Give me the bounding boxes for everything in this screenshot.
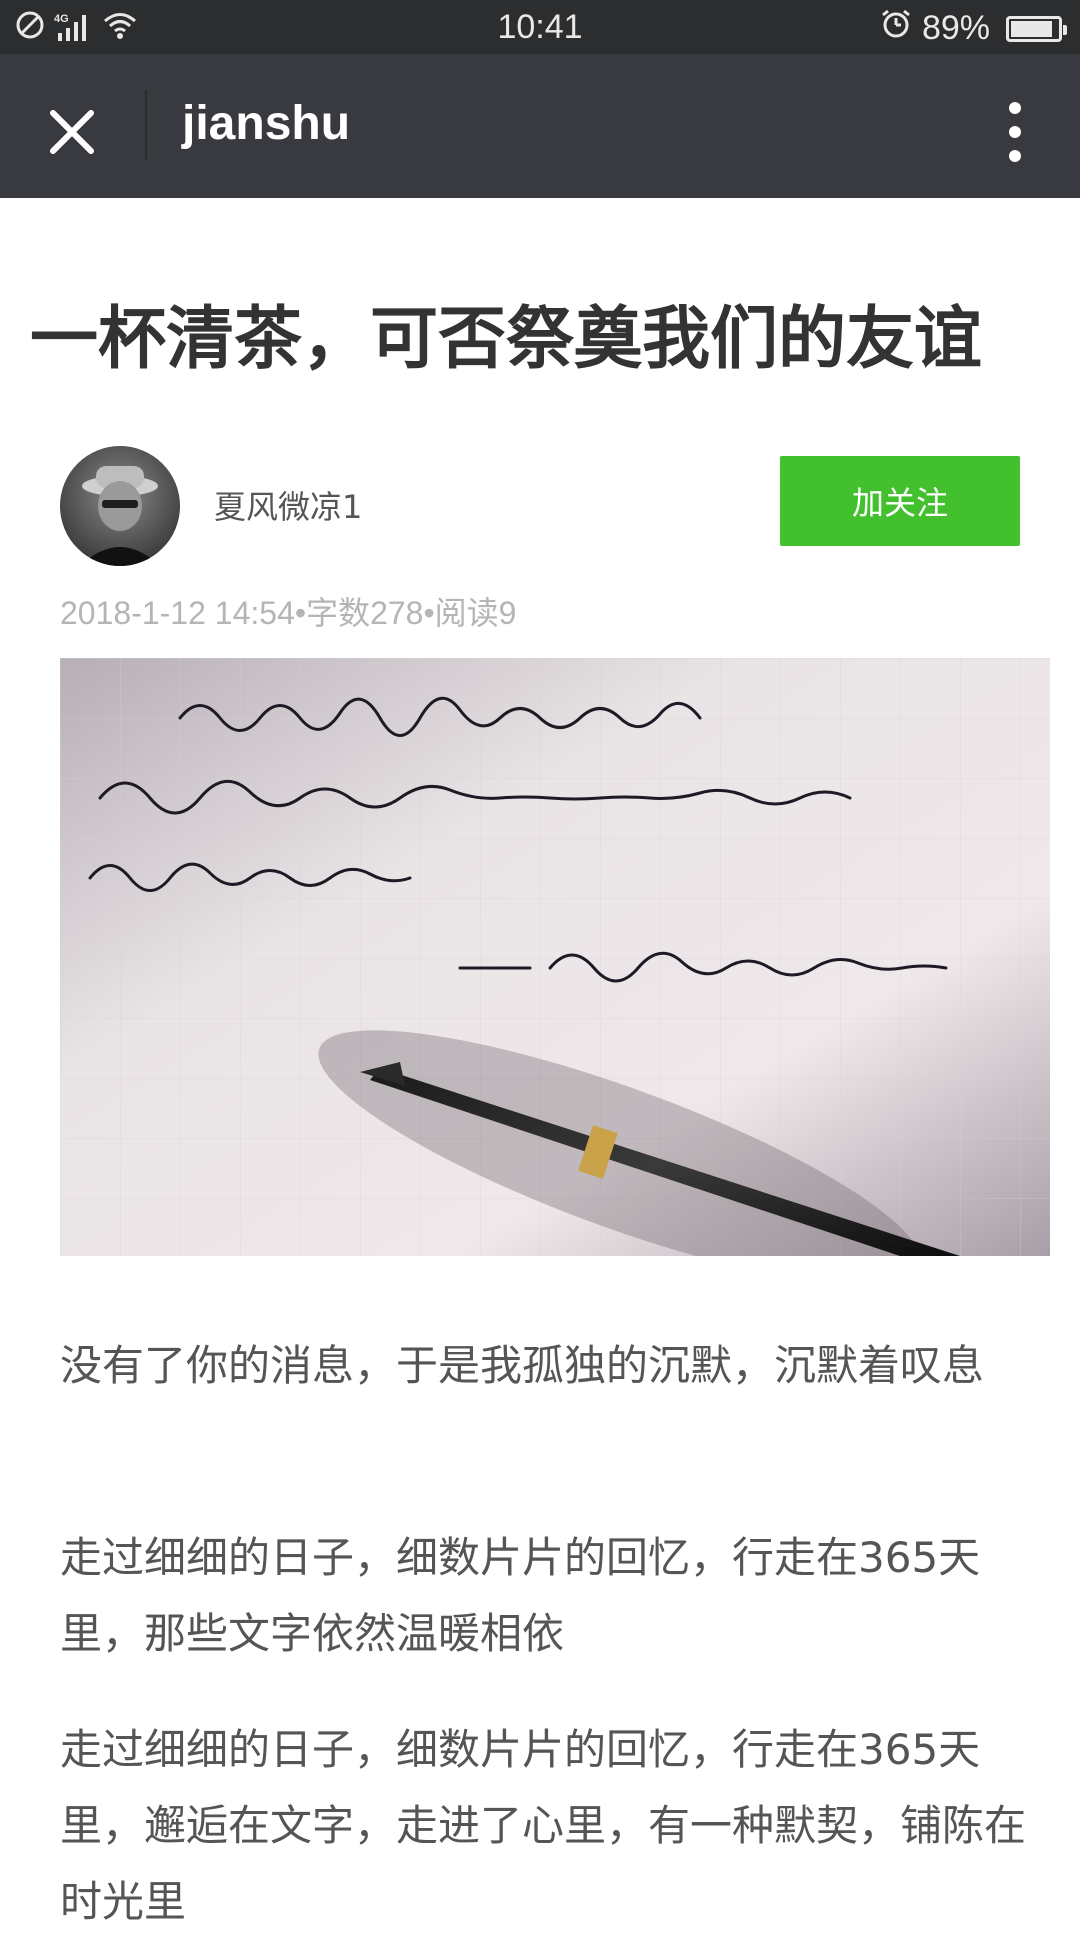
wifi-icon	[102, 9, 138, 45]
more-vertical-icon	[1009, 102, 1021, 162]
top-bar-divider	[145, 90, 147, 160]
hero-image	[60, 658, 1050, 1256]
article-paragraph: 走过细细的日子，细数片片的回忆，行走在365天里，那些文字依然温暖相依	[60, 1533, 981, 1658]
alarm-icon	[880, 8, 912, 49]
article-paragraph: 没有了你的消息，于是我孤独的沉默，沉默着叹息	[60, 1341, 985, 1390]
avatar[interactable]	[60, 446, 180, 566]
status-bar: 4G 10:41 89	[0, 0, 1080, 54]
status-left-icons: 4G	[14, 9, 138, 45]
close-icon	[50, 110, 94, 154]
follow-button[interactable]: 加关注	[780, 456, 1020, 546]
battery-percent: 89%	[921, 9, 990, 47]
status-right-icons: 89%	[880, 8, 1067, 49]
article-meta: 2018-1-12 14:54•字数278•阅读9	[60, 595, 517, 631]
top-bar: jianshu	[0, 54, 1080, 198]
signal-4g-icon: 4G	[54, 11, 94, 43]
article-title: 一杯清茶，可否祭奠我们的友谊	[30, 300, 983, 379]
svg-text:4G: 4G	[54, 13, 69, 25]
article-paragraph: 走过细细的日子，细数片片的回忆，行走在365天里，邂逅在文字，走进了心里，有一种…	[60, 1725, 1027, 1926]
author-name[interactable]: 夏风微凉1	[214, 488, 363, 526]
status-time: 10:41	[497, 8, 583, 46]
more-button[interactable]	[980, 90, 1050, 174]
battery-icon	[1006, 15, 1067, 42]
battery-level-fill	[1011, 20, 1052, 37]
no-sim-icon	[14, 9, 46, 45]
close-button[interactable]	[30, 90, 114, 174]
page-title: jianshu	[182, 97, 351, 150]
